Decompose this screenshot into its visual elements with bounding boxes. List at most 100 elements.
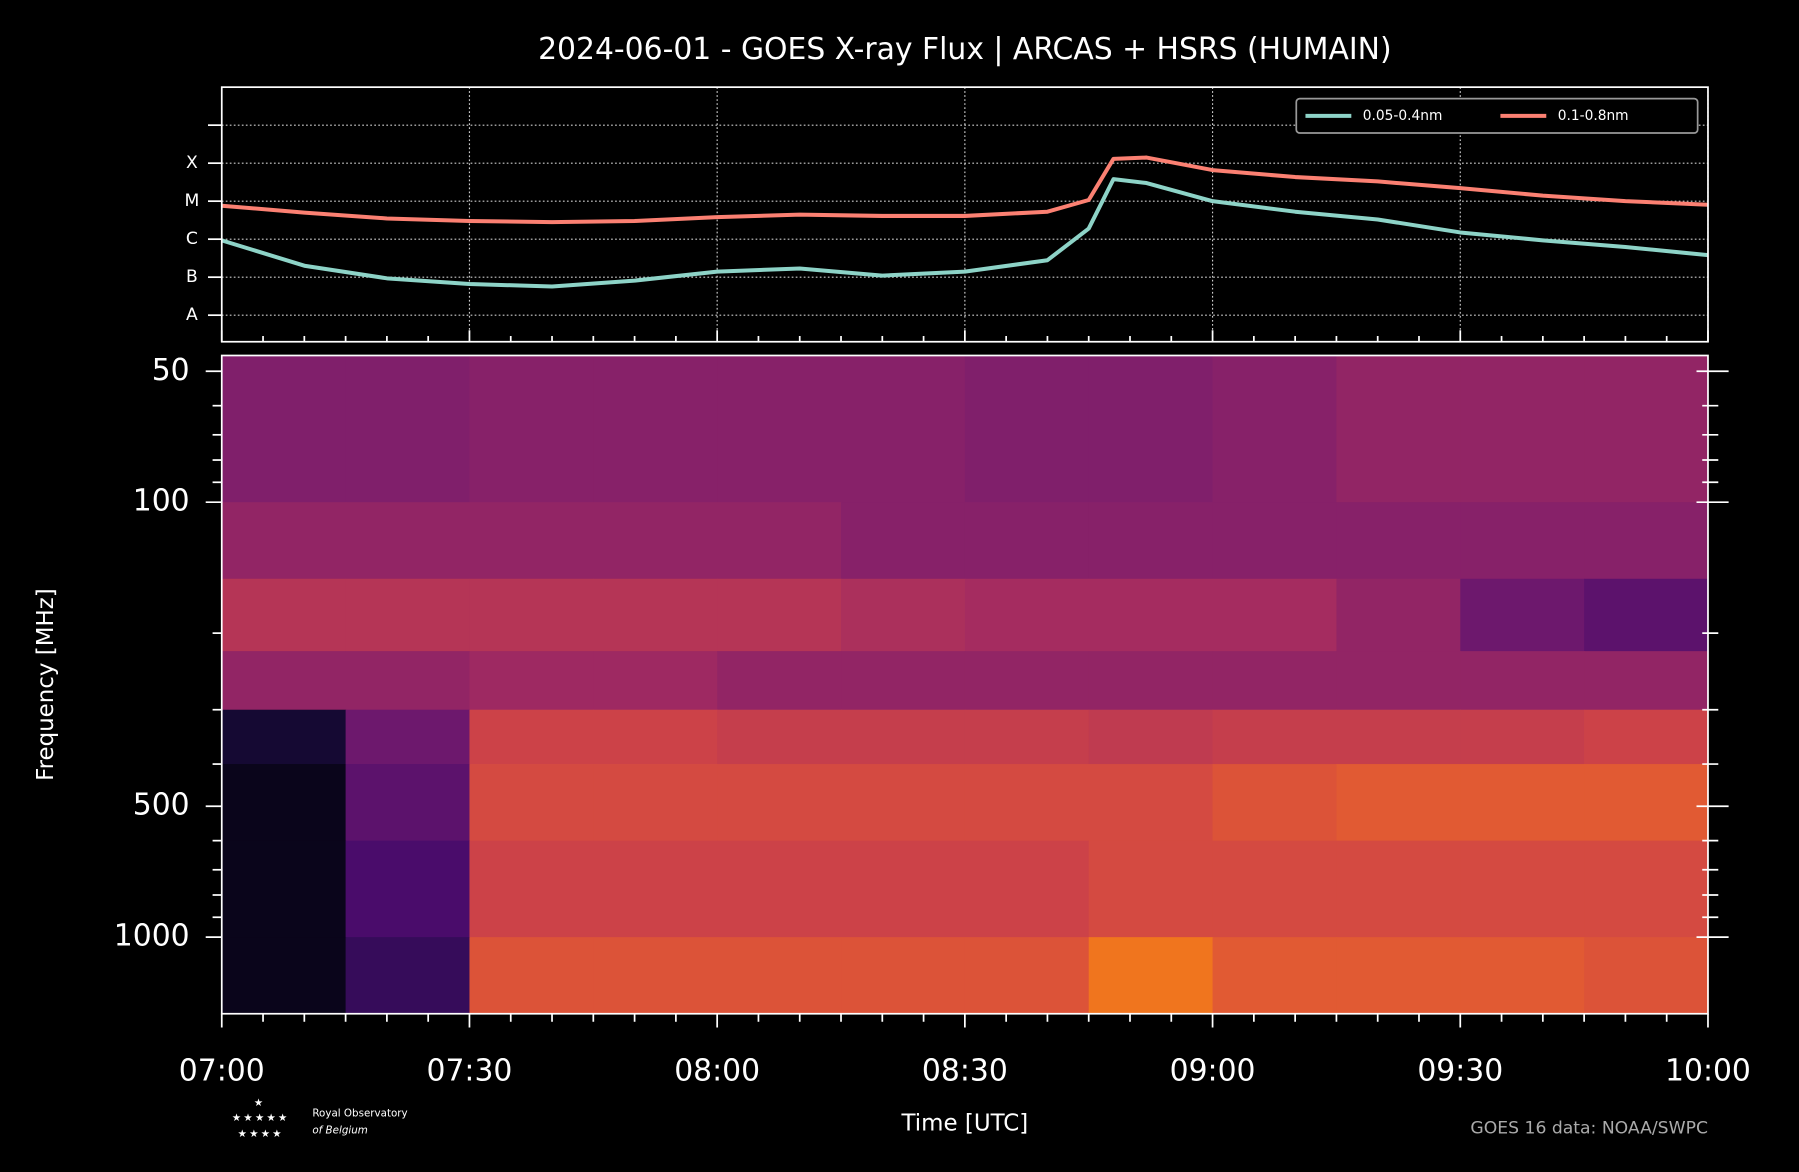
x-tick-label: 08:30: [922, 1054, 1008, 1089]
heatmap-cell: [345, 937, 471, 1015]
heatmap-cell: [717, 578, 842, 652]
y-axis-label: Frequency [MHz]: [33, 588, 59, 781]
heatmap-cell: [593, 578, 718, 652]
heatmap-cell: [469, 764, 594, 842]
logo-text: Royal Observatory: [312, 1108, 407, 1120]
heatmap-cell: [1088, 840, 1214, 938]
spectrogram-panel: 07:00 07:30 08:00 08:30 09:00 09:30 10:00 50 100…: [114, 353, 1751, 1089]
heatmap-cell: [345, 355, 471, 503]
heatmap-cell: [469, 937, 594, 1015]
heatmap-cell: [1460, 709, 1585, 765]
heatmap-cell: [841, 502, 966, 580]
logo-star: ★: [254, 1097, 263, 1109]
heatmap-cell: [469, 578, 594, 652]
y-tick-label: B: [186, 267, 198, 287]
heatmap-cell: [1212, 937, 1337, 1015]
heatmap-cell: [841, 764, 966, 842]
heatmap-cell: [964, 651, 1090, 711]
heatmap-cell: [1212, 355, 1337, 503]
heatmap-cell: [221, 840, 347, 938]
legend-label: 0.1-0.8nm: [1558, 108, 1629, 124]
heatmap-cell: [1088, 502, 1214, 580]
heatmap-cell: [593, 764, 718, 842]
heatmap-cell: [1212, 651, 1337, 711]
heatmap-cell: [1460, 651, 1585, 711]
heatmap-cell: [221, 764, 347, 842]
heatmap-cell: [841, 355, 966, 503]
heatmap-cell: [1460, 578, 1585, 652]
heatmap-cell: [1336, 578, 1461, 652]
y-tick-label: 1000: [114, 919, 190, 954]
heatmap-cell: [1336, 764, 1461, 842]
heatmap-cell: [841, 651, 966, 711]
chart-title: 2024-06-01 - GOES X-ray Flux | ARCAS + H…: [538, 32, 1392, 67]
heatmap-cell: [593, 840, 718, 938]
heatmap-cell: [345, 709, 471, 765]
heatmap-cell: [717, 764, 842, 842]
legend: 0.05-0.4nm 0.1-0.8nm: [1295, 97, 1699, 134]
heatmap-cell: [345, 578, 471, 652]
y-tick-label: 500: [133, 788, 190, 823]
y-tick-label: C: [186, 229, 198, 249]
heatmap-cell: [1336, 502, 1461, 580]
heatmap-cell: [717, 840, 842, 938]
heatmap-cell: [1212, 709, 1337, 765]
heatmap-cell: [1212, 578, 1337, 652]
heatmap-cell: [345, 502, 471, 580]
y-tick-label: A: [186, 305, 198, 325]
heatmap-cell: [1088, 764, 1214, 842]
x-tick-label: 09:30: [1417, 1054, 1503, 1089]
heatmap-cell: [964, 578, 1090, 652]
x-tick-label: 07:00: [179, 1054, 265, 1089]
heatmap-cell: [717, 651, 842, 711]
heatmap-cell: [469, 709, 594, 765]
logo-stars: ★★★★★: [232, 1112, 290, 1124]
heatmap-cell: [964, 709, 1090, 765]
heatmap-cell: [593, 502, 718, 580]
heatmap-cell: [1584, 937, 1709, 1015]
heatmap-cell: [1088, 651, 1214, 711]
y-tick-label: 100: [133, 484, 190, 519]
x-tick-label: 07:30: [427, 1054, 513, 1089]
heatmap-cell: [1584, 709, 1709, 765]
heatmap-cell: [964, 355, 1090, 503]
heatmap-cell: [1460, 764, 1585, 842]
heatmap-cell: [469, 355, 594, 503]
heatmap-cell: [964, 840, 1090, 938]
series-line: [221, 155, 1709, 225]
heatmap-cell: [593, 355, 718, 503]
heatmap-cell: [1336, 709, 1461, 765]
legend-box: [1295, 97, 1699, 134]
heatmap-cell: [1212, 840, 1337, 938]
y-tick-label: M: [185, 191, 200, 211]
heatmap-cell: [1336, 937, 1461, 1015]
plot-frame: [220, 86, 1709, 343]
heatmap-cell: [345, 651, 471, 711]
heatmap-cell: [593, 937, 718, 1015]
heatmap-cell: [1584, 578, 1709, 652]
heatmap-cell: [1088, 355, 1214, 503]
heatmap-cell: [841, 937, 966, 1015]
heatmap-cell: [717, 709, 842, 765]
heatmap-cell: [221, 355, 347, 503]
heatmap-cell: [345, 764, 471, 842]
heatmap-cell: [717, 937, 842, 1015]
logo-stars: ★★★★: [238, 1128, 284, 1140]
heatmap-cell: [1460, 937, 1585, 1015]
heatmap-cell: [221, 937, 347, 1015]
x-tick-label: 08:00: [674, 1054, 760, 1089]
heatmap-cell: [1584, 502, 1709, 580]
heatmap-cell: [469, 651, 594, 711]
legend-label: 0.05-0.4nm: [1363, 108, 1443, 124]
heatmap-cell: [1088, 937, 1214, 1015]
heatmap-cell: [1336, 840, 1461, 938]
heatmap-cell: [1088, 709, 1214, 765]
heatmap-cell: [1584, 840, 1709, 938]
heatmap-cell: [1212, 502, 1337, 580]
heatmap-cell: [964, 502, 1090, 580]
heatmap-cell: [841, 709, 966, 765]
heatmap-cell: [717, 502, 842, 580]
heatmap-cell: [1584, 651, 1709, 711]
heatmap-cell: [221, 651, 347, 711]
